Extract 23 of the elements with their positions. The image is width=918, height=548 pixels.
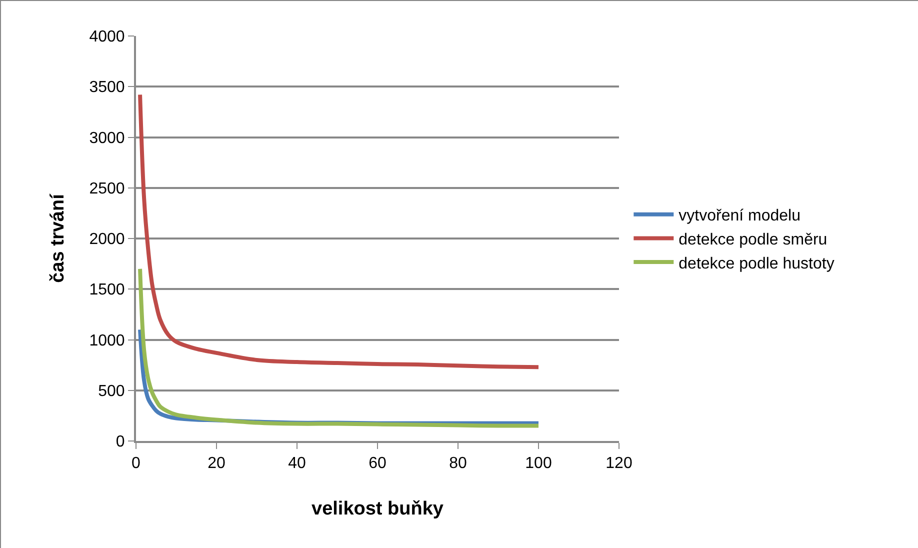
x-axis-title: velikost buňky (312, 498, 444, 520)
y-tick-label: 3000 (89, 130, 125, 147)
y-tick-label: 1000 (89, 332, 125, 350)
y-axis-title: čas trvání (48, 193, 69, 283)
x-tick-label: 120 (606, 455, 632, 472)
y-tick-label: 4000 (89, 28, 125, 46)
legend-label: vytvoření modelu (678, 208, 801, 225)
y-tick-label: 2000 (89, 231, 125, 248)
x-tick-label: 80 (449, 455, 467, 472)
line-series (138, 266, 540, 428)
x-tick-label: 60 (368, 455, 386, 472)
legend-label: detekce podle hustoty (678, 255, 834, 272)
x-tick-label: 20 (208, 455, 226, 472)
y-tick-label: 0 (116, 434, 125, 451)
x-tick-label: 0 (132, 455, 141, 472)
y-tick-label: 3500 (89, 79, 125, 96)
x-tick-label: 40 (288, 455, 306, 472)
legend-label: detekce podle směru (678, 231, 828, 248)
y-tick-label: 1500 (89, 282, 125, 299)
y-tick-label: 2500 (89, 180, 125, 198)
line-series (138, 92, 540, 370)
x-tick-label: 100 (525, 455, 552, 472)
y-tick-label: 500 (98, 382, 125, 400)
